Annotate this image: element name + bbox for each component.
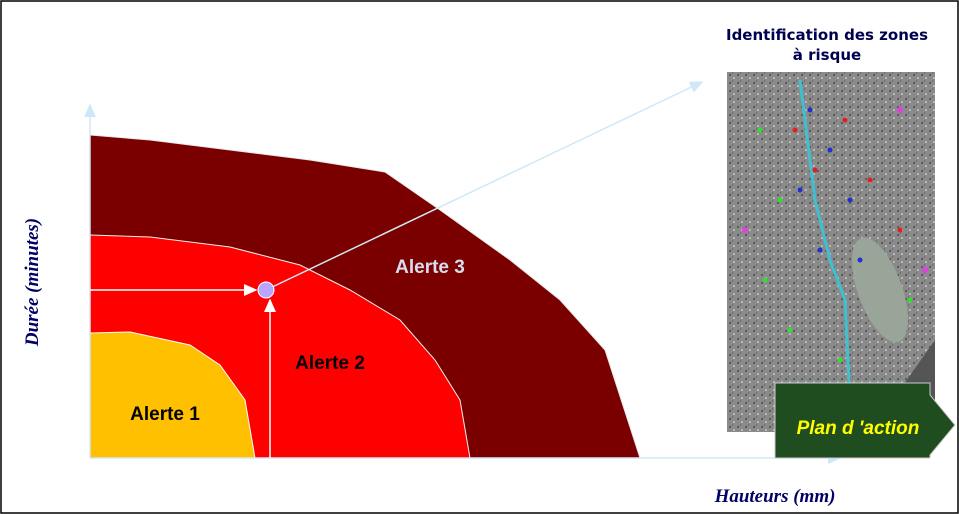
- point: [258, 282, 274, 298]
- zone-label: Alerte 3: [395, 257, 465, 278]
- action-label: Plan d 'action: [797, 418, 920, 439]
- y-axis-label: Durée (minutes): [22, 218, 43, 347]
- x-axis-label: Hauteurs (mm): [714, 486, 836, 507]
- title-line: Identification des zones: [726, 26, 928, 44]
- zone-label: Alerte 2: [295, 353, 365, 374]
- diagram: Identification des zones à risque Durée …: [0, 0, 959, 514]
- title-line: à risque: [793, 46, 861, 64]
- zone-label: Alerte 1: [130, 404, 200, 425]
- map: [727, 72, 935, 432]
